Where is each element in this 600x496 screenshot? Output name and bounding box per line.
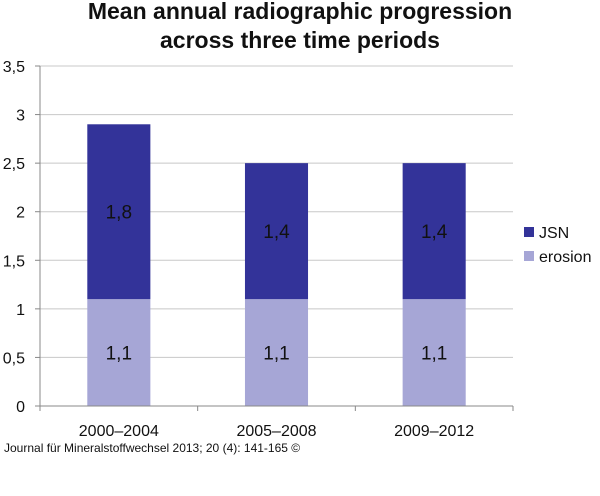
bars	[87, 124, 466, 406]
legend-label-jsn: JSN	[539, 225, 569, 242]
data-label-erosion: 1,1	[263, 344, 289, 365]
x-tick-label: 2005–2008	[236, 423, 316, 440]
legend: JSN erosion	[524, 225, 591, 266]
legend-swatch-erosion	[524, 251, 534, 261]
source-credit: Journal für Mineralstoffwechsel 2013; 20…	[4, 441, 301, 455]
y-tick-label: 1,5	[3, 253, 25, 270]
y-tick-label: 1	[16, 302, 25, 319]
bar-jsn	[244, 163, 309, 300]
y-tick-labels: 0 0,5 1 1,5 2 2,5 3 3,5	[3, 59, 25, 416]
legend-swatch-jsn	[524, 227, 534, 237]
x-tick-label: 2000–2004	[79, 423, 159, 440]
data-labels: 1,1 1,8 1,1 1,4 1,1 1,4	[106, 203, 448, 365]
bar-erosion	[402, 299, 466, 406]
x-tick-label: 2009–2012	[394, 423, 474, 440]
chart-title-line-1: Mean annual radiographic progression	[88, 0, 512, 24]
legend-label-erosion: erosion	[539, 249, 591, 266]
y-tick-label: 0	[16, 399, 25, 416]
data-label-erosion: 1,1	[106, 344, 132, 365]
x-tick-labels: 2000–2004 2005–2008 2009–2012	[79, 423, 475, 440]
y-tick-label: 3	[16, 108, 25, 125]
data-label-jsn: 1,4	[263, 222, 290, 243]
y-tick-label: 2	[16, 205, 25, 222]
bar-erosion	[244, 299, 309, 406]
data-label-erosion: 1,1	[421, 344, 447, 365]
y-tick-label: 0,5	[3, 350, 25, 367]
data-label-jsn: 1,4	[421, 222, 448, 243]
chart-title-line-2: across three time periods	[160, 27, 440, 53]
y-tick-label: 2,5	[3, 156, 25, 173]
data-label-jsn: 1,8	[106, 203, 132, 224]
axes	[35, 65, 514, 411]
y-tick-label: 3,5	[3, 59, 25, 76]
bar-jsn	[87, 124, 151, 300]
bar-erosion	[87, 299, 151, 406]
bar-jsn	[402, 163, 466, 300]
